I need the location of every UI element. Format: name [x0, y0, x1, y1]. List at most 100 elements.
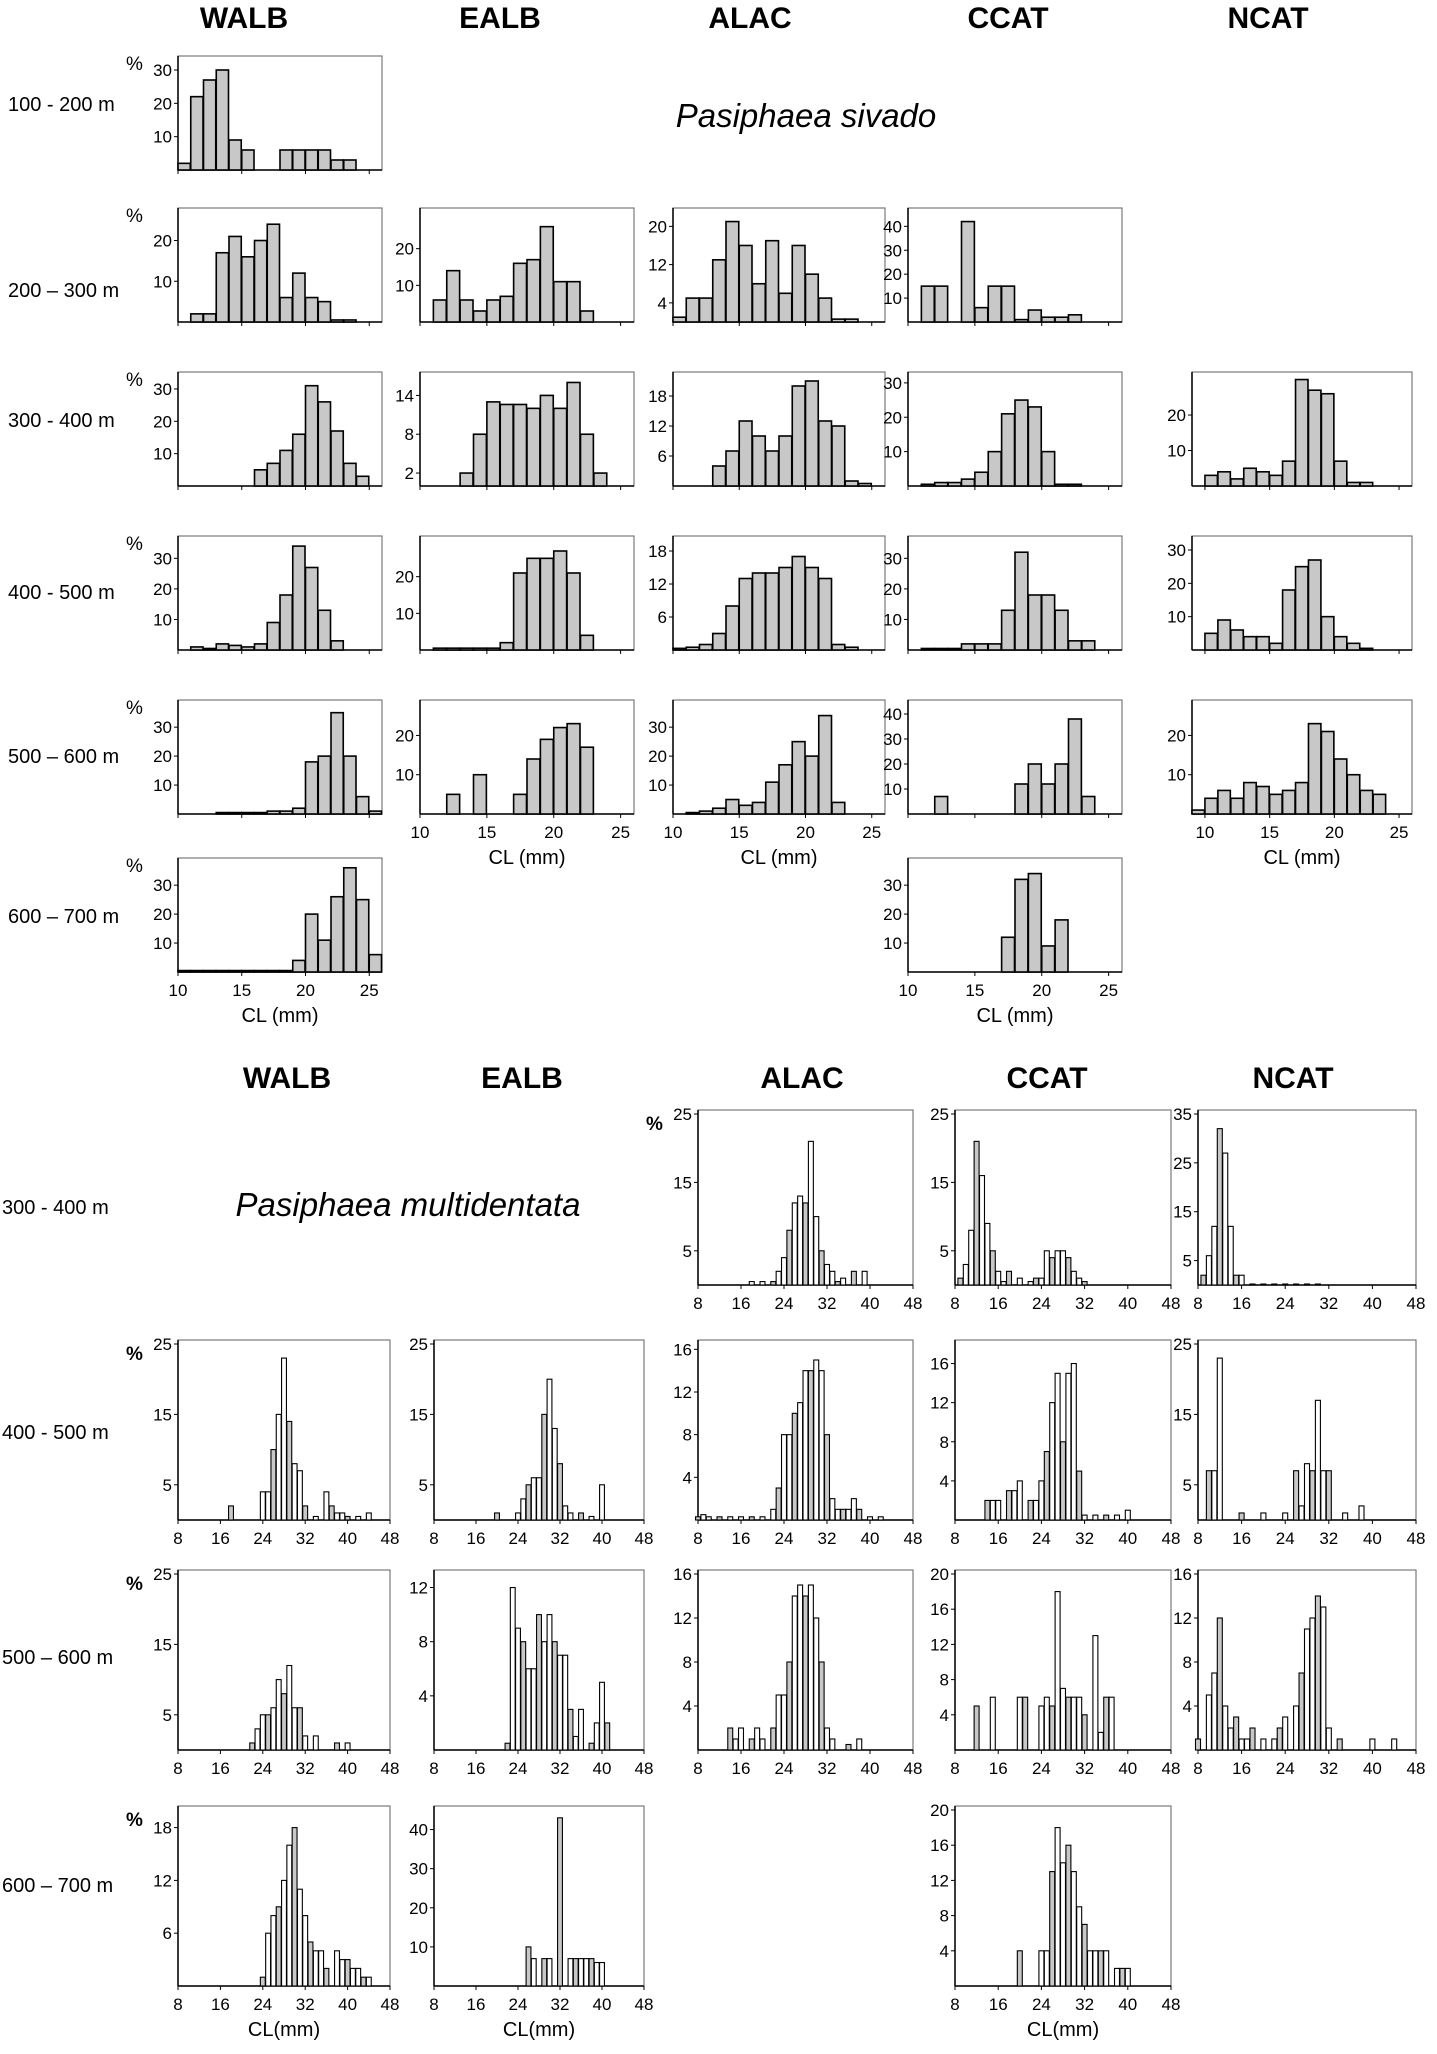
bar	[1255, 635, 1270, 651]
column-header-alac: ALAC	[708, 2, 791, 35]
bar	[1211, 1225, 1218, 1286]
bar	[1092, 1514, 1099, 1521]
bar	[355, 1967, 362, 1987]
x-tick-label: 40	[593, 1529, 612, 1548]
bar	[202, 79, 217, 171]
y-tick-label: 8	[405, 425, 414, 444]
y-tick-label: 20	[1167, 406, 1186, 425]
bar	[685, 646, 700, 651]
bar	[764, 239, 780, 323]
bar	[541, 1641, 548, 1751]
bar	[672, 316, 687, 323]
bar	[1027, 406, 1043, 487]
bar	[459, 299, 474, 323]
bar	[344, 1515, 351, 1521]
bar	[259, 1714, 266, 1751]
bar	[1191, 809, 1206, 815]
x-tick-label: 20	[296, 981, 315, 1000]
bar	[1216, 1617, 1223, 1751]
y-tick-label: 20	[395, 568, 414, 587]
bar	[775, 1487, 782, 1521]
x-tick-label: 40	[861, 1759, 880, 1778]
x-tick-label: 40	[1118, 1529, 1137, 1548]
bar	[1014, 551, 1029, 651]
bar	[1065, 1257, 1072, 1286]
bar	[240, 149, 255, 171]
x-tick-label: 40	[1363, 1529, 1382, 1548]
bar	[583, 1958, 590, 1987]
bar	[920, 647, 936, 651]
y-tick-label: 20	[153, 580, 172, 599]
panel-sivado-alac-300-400: 6 12 18	[648, 371, 886, 490]
bar	[1038, 1705, 1045, 1751]
bar	[1230, 478, 1245, 487]
bar	[947, 647, 962, 651]
y-tick-label: 30	[883, 549, 902, 568]
bar	[1043, 1250, 1050, 1286]
bar	[593, 1961, 600, 1987]
bar	[459, 647, 474, 651]
bar	[711, 259, 727, 323]
bar	[317, 300, 332, 323]
row-label-200-300: 200 – 300 m	[8, 280, 119, 302]
bar	[1314, 1399, 1321, 1521]
bar	[778, 435, 793, 487]
x-tick-label: 8	[173, 1759, 182, 1778]
x-tick-label: 32	[551, 1995, 570, 2014]
panel-sivado-alac-500-600: 10 20 30 10 15 20 25 CL (mm)	[648, 699, 886, 869]
bar	[291, 1827, 298, 1987]
bar	[566, 722, 581, 815]
bar	[499, 295, 514, 323]
bar	[1217, 619, 1232, 651]
bar	[1097, 1950, 1104, 1987]
bar	[1065, 1844, 1072, 1987]
bar	[266, 621, 281, 651]
x-axis-title: CL (mm)	[1263, 847, 1340, 869]
y-tick-label: 20	[930, 1801, 949, 1820]
bar	[1200, 1274, 1207, 1286]
x-tick-label: 24	[253, 1759, 272, 1778]
bar	[786, 1229, 793, 1286]
bar	[240, 256, 255, 323]
bar	[296, 1888, 303, 1987]
bar	[817, 420, 833, 487]
bar	[270, 1707, 277, 1751]
x-tick-label: 40	[861, 1294, 880, 1313]
x-tick-label: 16	[989, 1294, 1008, 1313]
bar	[989, 1499, 996, 1521]
bar	[304, 761, 319, 815]
bar	[1307, 389, 1322, 487]
bar	[748, 1738, 755, 1751]
bar	[845, 1508, 852, 1521]
y-tick-label: 2	[405, 464, 414, 483]
bar	[1027, 1499, 1034, 1521]
y-tick-label: 20	[883, 905, 902, 924]
bar	[557, 1817, 563, 1987]
y-tick-label: 25	[1173, 1335, 1192, 1354]
bar	[1054, 763, 1069, 815]
y-tick-label: 16	[1173, 1565, 1192, 1584]
panel-sivado-ealb-500-600: 10 20 10 15 20 25 CL (mm)	[395, 699, 635, 869]
bar	[759, 1738, 766, 1751]
bar	[1281, 589, 1296, 651]
bar	[1016, 1480, 1023, 1521]
bar	[228, 139, 243, 171]
bar	[445, 647, 461, 651]
bar	[984, 1499, 991, 1521]
bar	[339, 1959, 346, 1987]
y-tick-label: 20	[883, 580, 902, 599]
bar	[1054, 1591, 1061, 1751]
y-tick-label: 20	[1167, 726, 1186, 745]
bar	[189, 969, 204, 973]
bar	[1016, 1950, 1023, 1987]
bar	[215, 251, 230, 323]
bar	[1000, 936, 1016, 973]
bar	[751, 572, 767, 651]
bar	[786, 1661, 793, 1751]
bar	[432, 299, 448, 323]
x-tick-label: 40	[1118, 1759, 1137, 1778]
bar	[947, 481, 962, 487]
bar	[1040, 594, 1056, 651]
